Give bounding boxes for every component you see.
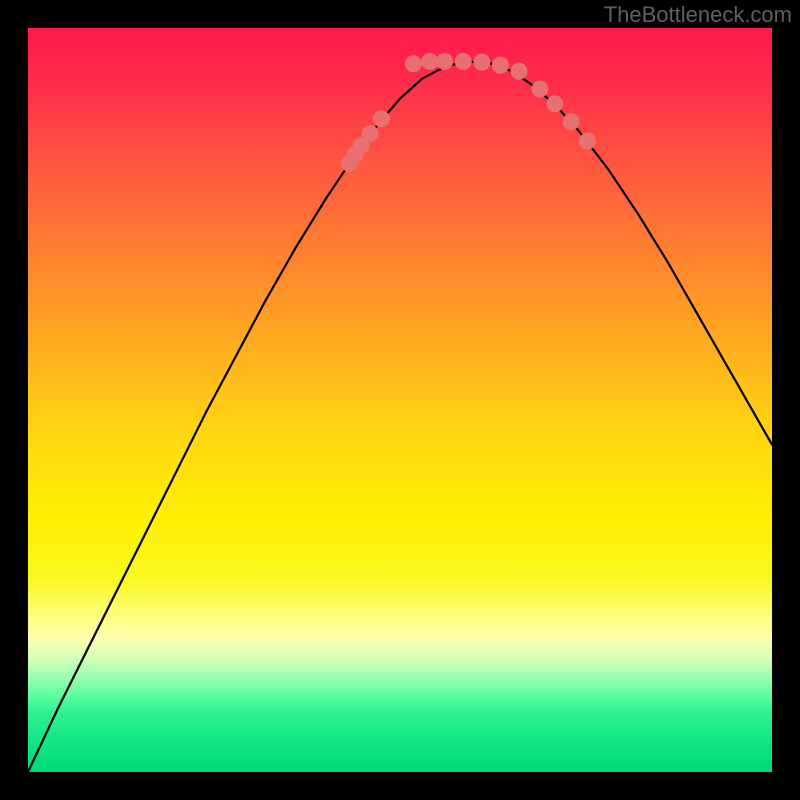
data-marker [546,95,563,112]
plot-svg [28,28,772,772]
data-marker [436,53,453,70]
data-marker [579,133,596,150]
data-marker [492,57,509,74]
data-marker [511,63,528,80]
gradient-background [28,28,772,772]
data-marker [405,55,422,72]
data-marker [421,53,438,70]
watermark-text: TheBottleneck.com [604,2,792,28]
data-marker [531,81,548,98]
plot-area [28,28,772,772]
data-marker [455,53,472,70]
data-marker [362,125,379,142]
data-marker [563,113,580,130]
chart-container: TheBottleneck.com [0,0,800,800]
data-marker [373,110,390,127]
data-marker [473,54,490,71]
